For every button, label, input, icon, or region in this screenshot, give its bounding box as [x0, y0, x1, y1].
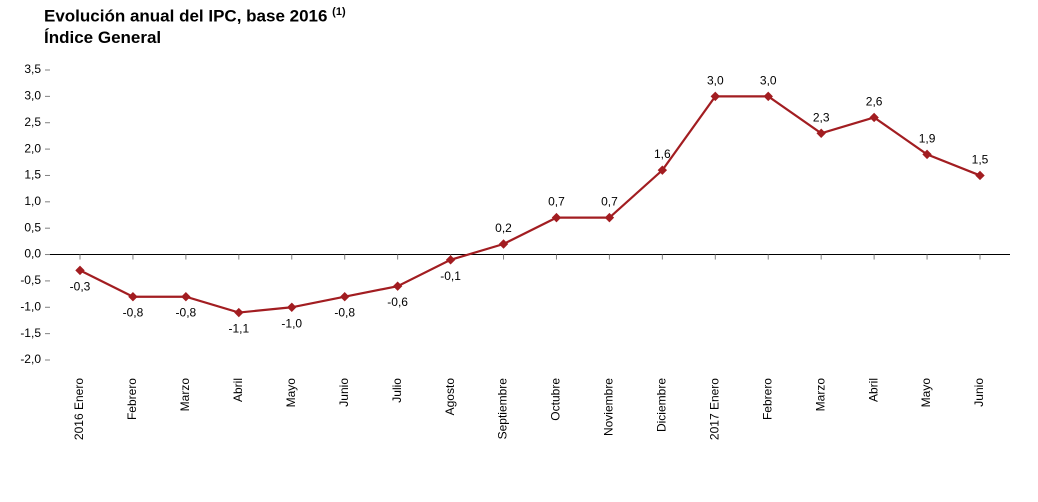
- data-marker: [976, 171, 984, 179]
- x-tick-label: Abril: [231, 378, 245, 402]
- data-marker: [552, 214, 560, 222]
- data-label: -0,3: [70, 279, 91, 293]
- data-marker: [447, 256, 455, 264]
- x-tick-label: Mayo: [919, 378, 933, 408]
- y-tick-label: -1,0: [20, 299, 41, 313]
- y-tick-label: 1,5: [24, 168, 41, 182]
- x-tick-label: Agosto: [443, 378, 457, 416]
- data-label: 3,0: [707, 73, 724, 87]
- x-tick-label: Noviembre: [602, 378, 616, 436]
- data-marker: [500, 240, 508, 248]
- series-line: [80, 96, 980, 312]
- y-tick-label: -2,0: [20, 352, 41, 366]
- data-marker: [394, 282, 402, 290]
- x-tick-label: 2017 Enero: [707, 378, 721, 440]
- y-tick-label: 2,0: [24, 141, 41, 155]
- data-label: 0,7: [548, 195, 565, 209]
- x-tick-label: 2016 Enero: [72, 378, 86, 440]
- chart-svg: -2,0 -1,5 -1,0 -0,5 0,0 0,5 1,0 1,5 2,0 2,5 3,0 3,5…: [0, 0, 1038, 502]
- data-label: -0,8: [123, 306, 144, 320]
- y-tick-label: 2,5: [24, 115, 41, 129]
- x-tick-label: Marzo: [813, 378, 827, 412]
- data-label: 1,6: [654, 147, 671, 161]
- data-label: 1,9: [919, 131, 936, 145]
- data-label: -0,8: [176, 306, 197, 320]
- data-label: 3,0: [760, 73, 777, 87]
- x-tick-label: Abril: [866, 378, 880, 402]
- data-marker: [341, 293, 349, 301]
- x-tick-label: Julio: [390, 378, 404, 403]
- x-tick-label: Junio: [337, 378, 351, 407]
- y-tick-label: -0,5: [20, 273, 41, 287]
- chart-container: Evolución anual del IPC, base 2016 (1) Í…: [0, 0, 1038, 502]
- data-label: 0,2: [495, 221, 512, 235]
- data-marker: [288, 303, 296, 311]
- x-tick-label: Septiembre: [496, 378, 510, 440]
- data-marker: [235, 309, 243, 317]
- data-label: -0,8: [334, 306, 355, 320]
- x-tick-label: Octubre: [549, 378, 563, 421]
- y-tick-label: -1,5: [20, 326, 41, 340]
- x-tick-label: Diciembre: [655, 378, 669, 432]
- data-marker: [182, 293, 190, 301]
- y-tick-label: 0,5: [24, 220, 41, 234]
- x-tick-label: Junio: [972, 378, 986, 407]
- data-label: -0,6: [387, 295, 408, 309]
- data-label: 2,6: [866, 94, 883, 108]
- x-tick-label: Mayo: [284, 378, 298, 408]
- data-label: -1,1: [228, 322, 249, 336]
- x-tick-label: Febrero: [760, 378, 774, 420]
- y-tick-label: 1,0: [24, 194, 41, 208]
- data-marker: [76, 266, 84, 274]
- data-label: 1,5: [972, 152, 989, 166]
- y-tick-label: 3,5: [24, 62, 41, 76]
- x-tick-label: Febrero: [125, 378, 139, 420]
- data-marker: [129, 293, 137, 301]
- y-tick-label: 3,0: [24, 89, 41, 103]
- data-label: 0,7: [601, 195, 618, 209]
- data-label: 2,3: [813, 110, 830, 124]
- data-label: -0,1: [440, 269, 461, 283]
- x-tick-label: Marzo: [178, 378, 192, 412]
- data-label: -1,0: [281, 316, 302, 330]
- y-tick-label: 0,0: [24, 247, 41, 261]
